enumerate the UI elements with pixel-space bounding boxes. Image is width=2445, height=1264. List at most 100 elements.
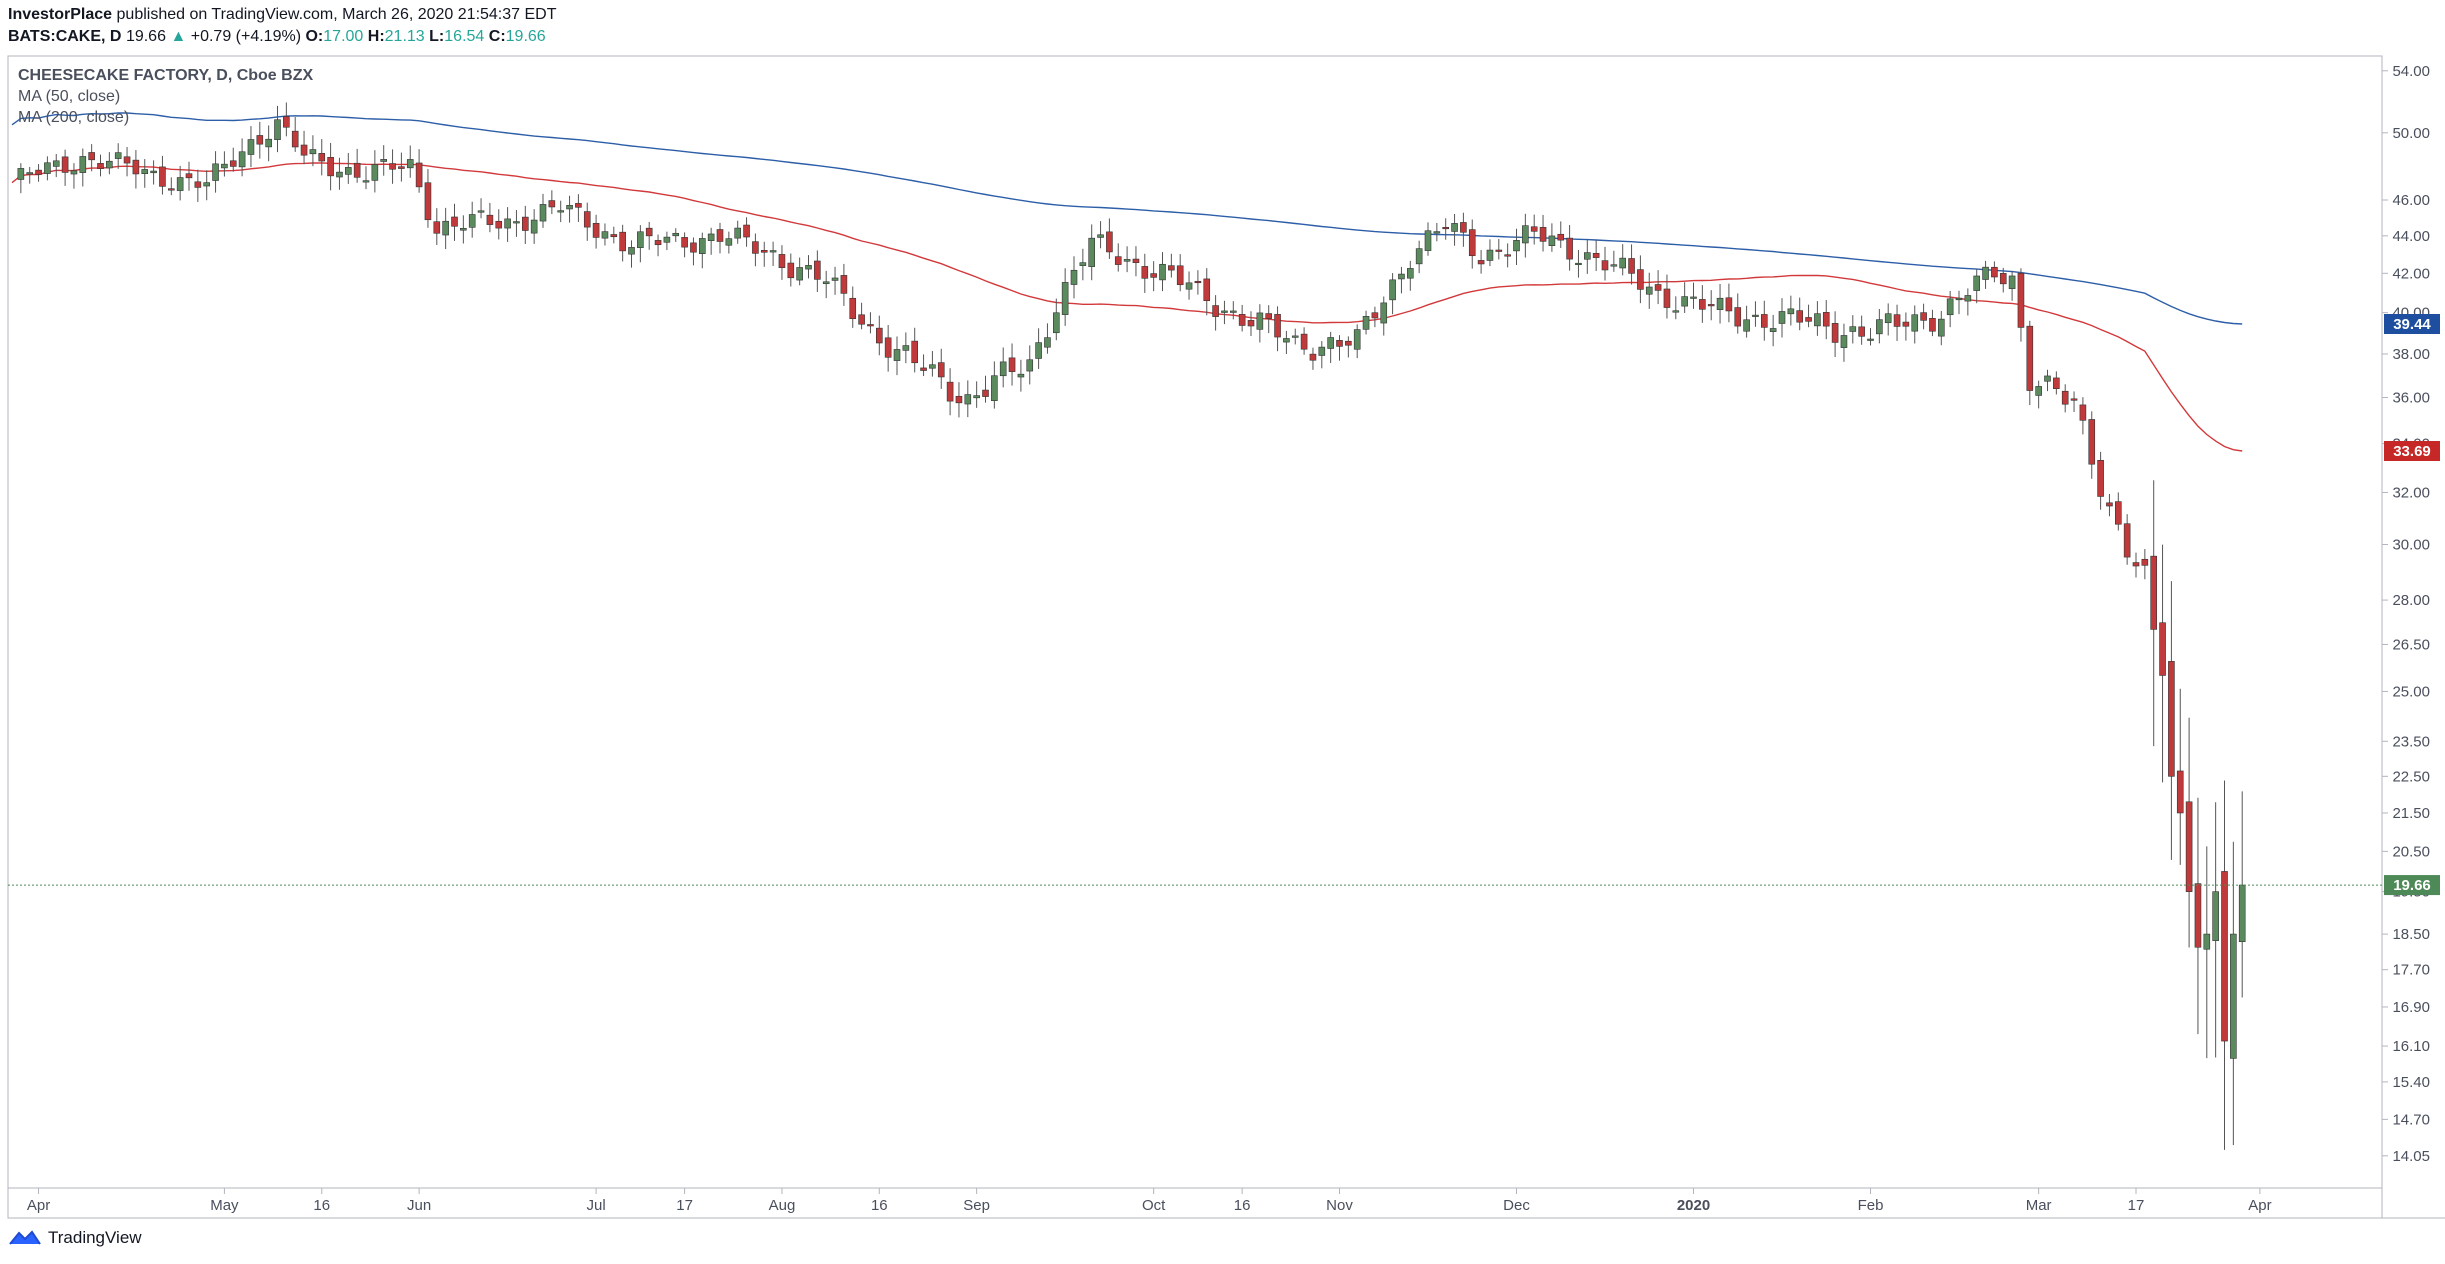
candle-body [1230,310,1237,313]
candle-body [460,228,467,231]
candle-body [1168,265,1175,271]
x-tick-label: 17 [676,1197,693,1214]
candle-body [592,222,600,238]
y-tick-label: 36.00 [2392,390,2430,407]
candle-body [1522,225,1529,244]
candle-body [2176,770,2184,814]
candle-body [247,139,255,155]
candle-body [1707,304,1715,307]
candle-body [1955,297,1963,301]
candle-body [2070,398,2078,401]
x-tick-label: Apr [2248,1197,2271,1214]
candle-body [1663,288,1671,308]
x-tick-label: 16 [871,1197,888,1214]
candle-body [1690,296,1697,299]
candle-body [1044,337,1051,348]
symbol-label[interactable]: BATS:CAKE, D [8,28,122,45]
candle-body [265,138,272,148]
candle-body [645,227,653,237]
candle-body [415,162,423,188]
x-tick-label: Nov [1326,1197,1353,1214]
candle-body [1619,257,1626,269]
candle-body [1203,278,1211,301]
candle-body [1584,252,1591,260]
legend-ma200[interactable]: MA (200, close) [18,109,129,126]
candle-body [362,180,370,183]
candle-body [681,237,688,248]
candle-body [26,172,34,175]
candle-body [203,182,210,187]
footer-brand[interactable]: TradingView [8,1228,142,1248]
candle-body [1610,264,1618,267]
candle-body [141,169,149,175]
y-tick-label: 20.50 [2392,843,2430,860]
high-value: 21.13 [384,28,425,45]
last-price: 19.66 [125,28,166,45]
candle-body [760,250,768,253]
candle-body [1371,312,1379,319]
time-axis[interactable]: Apr May 16 Jun Jul 17 Aug 16 Sep Oct 16 Nov Dec 2020 F… [27,1188,2272,1214]
candle-body [1548,235,1556,246]
candle-body [1265,313,1272,319]
candle-body [849,297,857,319]
candle-body [743,224,750,238]
publisher-name[interactable]: InvestorPlace [8,6,113,23]
candle-body [1716,297,1724,310]
x-tick-label: 17 [2128,1197,2145,1214]
y-tick-label: 17.70 [2392,962,2430,979]
candle-body [513,221,520,224]
candle-body [229,160,237,167]
candle-body [991,375,998,402]
candle-body [194,181,202,188]
candle-body [1513,240,1520,252]
candle-body [1300,333,1308,350]
candle-body [1628,258,1635,274]
candle-body [548,200,556,208]
legend-ma50[interactable]: MA (50, close) [18,88,120,105]
candle-body [1787,308,1795,315]
price-axis[interactable]: 54.0050.0046.0044.0042.0040.0038.0036.00… [2382,63,2430,1165]
candle-body [2053,377,2060,390]
candle-body [52,160,60,167]
candle-body [1017,373,1025,378]
candle-body [1769,328,1777,332]
candle-body [2141,558,2149,566]
candle-body [2212,891,2219,941]
candle-body [221,163,228,169]
x-tick-label: 16 [1234,1197,1251,1214]
y-tick-label: 16.90 [2392,999,2430,1016]
candle-body [999,361,1007,377]
candle-body [504,218,511,229]
candle-body [1283,338,1290,343]
candle-body [530,219,538,234]
candle-body [318,153,326,162]
candle-body [1088,237,1095,267]
x-tick-label: 2020 [1677,1197,1710,1214]
candle-body [1327,337,1334,349]
candle-body [1212,305,1219,317]
moving-averages [11,112,2243,452]
candle-body [168,188,175,191]
legend-title[interactable]: CHEESECAKE FACTORY, D, Cboe BZX [18,67,313,84]
y-tick-label: 46.00 [2392,192,2430,209]
candle-body [1796,310,1803,323]
low-value: 16.54 [444,28,485,45]
y-tick-label: 14.70 [2392,1111,2430,1128]
x-tick-label: Apr [27,1197,50,1214]
ohlc-line: BATS:CAKE, D 19.66 ▲ +0.79 (+4.19%) O:17… [8,26,557,48]
y-tick-label: 26.50 [2392,636,2430,653]
candle-body [893,349,901,361]
candle-body [1194,280,1202,284]
candle-body [1380,302,1388,324]
x-tick-label: Oct [1142,1197,1166,1214]
candle-body [583,211,591,228]
candle-body [1123,259,1131,262]
candle-body [946,381,954,402]
candle-body [353,162,361,178]
y-tick-label: 44.00 [2392,228,2430,245]
candle-body [1398,273,1405,280]
candle-body [1504,254,1511,257]
x-tick-label: Dec [1503,1197,1530,1214]
candle-body [123,156,131,164]
